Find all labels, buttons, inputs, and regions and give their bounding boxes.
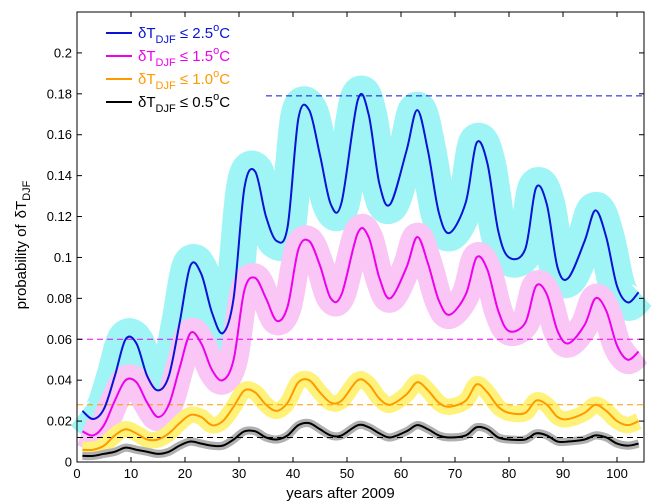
x-tick-label: 10 [124, 466, 138, 481]
line-series-0 [81, 93, 640, 421]
y-tick-label: 0.1 [54, 250, 72, 265]
legend-label-2: δTDJF ≤ 1.0oC [138, 68, 230, 92]
y-tick-label: 0.12 [47, 209, 72, 224]
legend-item-3: δTDJF ≤ 0.5oC [106, 91, 230, 115]
y-axis-label-sub: DJF [21, 180, 33, 200]
legend-label-0: δTDJF ≤ 2.5oC [138, 22, 230, 46]
y-tick-label: 0.16 [47, 127, 72, 142]
y-tick-label: 0 [65, 455, 72, 470]
legend-label-1: δTDJF ≤ 1.5oC [138, 45, 230, 69]
y-tick-label: 0.06 [47, 332, 72, 347]
legend-item-0: δTDJF ≤ 2.5oC [106, 22, 230, 46]
line-series-2 [82, 378, 640, 452]
y-tick-label: 0.04 [47, 373, 72, 388]
x-tick-label: 80 [502, 466, 516, 481]
plot-frame [76, 11, 645, 463]
axes: 0 10 20 30 40 50 60 70 80 90 100 0 0.02 0.04 0.06 0.08 0… [47, 11, 645, 481]
x-tick-label: 40 [286, 466, 300, 481]
series-lines [81, 93, 640, 458]
x-axis-label: years after 2009 [286, 485, 394, 502]
line-series-3 [82, 421, 639, 458]
threshold-lines [77, 95, 644, 438]
x-tick-label: 70 [448, 466, 462, 481]
y-axis-label-main: probability of [13, 223, 30, 309]
y-tick-label: 0.18 [47, 86, 72, 101]
line-series-1 [81, 227, 640, 437]
legend-label-3: δTDJF ≤ 0.5oC [138, 91, 230, 115]
legend-item-2: δTDJF ≤ 1.0oC [106, 68, 230, 92]
legend-item-1: δTDJF ≤ 1.5oC [106, 45, 230, 69]
y-tick-label: 0.14 [47, 168, 72, 183]
y-axis-label-delta: δT [13, 201, 30, 219]
y-axis-label: probability of δTDJF [13, 180, 33, 309]
x-tick-label: 50 [340, 466, 354, 481]
x-tick-label: 20 [178, 466, 192, 481]
x-tick-label: 100 [606, 466, 628, 481]
x-tick-label: 60 [394, 466, 408, 481]
y-tick-label: 0.2 [54, 45, 72, 60]
x-tick-label: 0 [73, 466, 80, 481]
uncertainty-bands [70, 75, 653, 461]
x-tick-label: 30 [232, 466, 246, 481]
x-tick-label: 90 [556, 466, 570, 481]
y-tick-label: 0.02 [47, 414, 72, 429]
y-tick-label: 0.08 [47, 291, 72, 306]
